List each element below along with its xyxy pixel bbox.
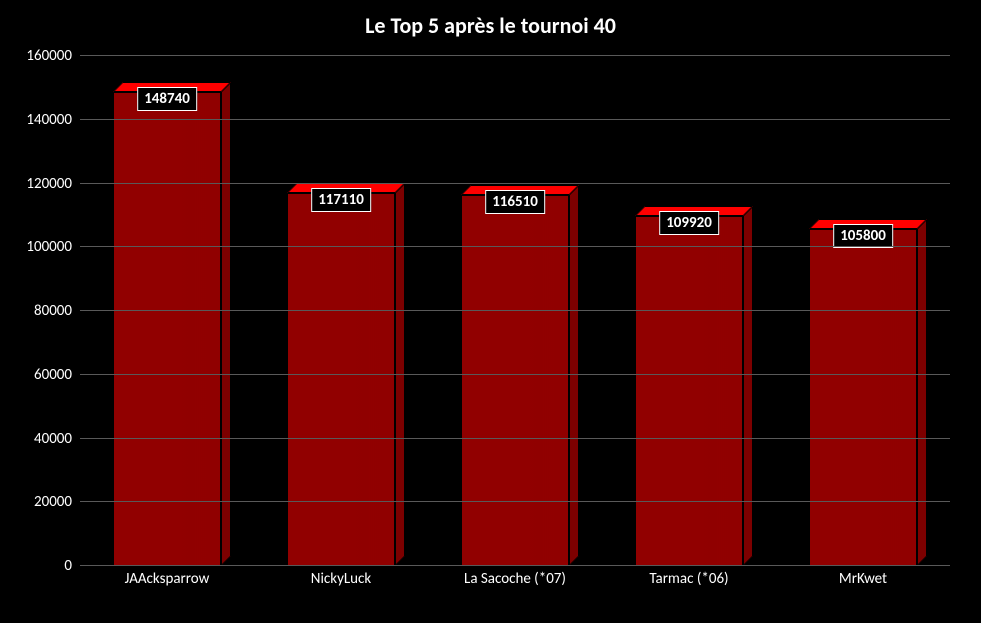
bar-front-face [809, 229, 917, 566]
x-tick-label: JAAcksparrow [80, 570, 254, 588]
gridline: 120000 [80, 183, 950, 184]
x-tick-label: MrKwet [776, 570, 950, 588]
bar: 117110 [287, 193, 395, 566]
gridline: 160000 [80, 55, 950, 56]
y-tick-label: 120000 [26, 175, 72, 193]
gridline: 140000 [80, 119, 950, 120]
bar-slot: 109920 [602, 56, 776, 566]
bar: 105800 [809, 229, 917, 566]
x-tick-label: Tarmac (*06) [602, 570, 776, 588]
data-label: 109920 [659, 211, 719, 235]
bar-front-face [461, 195, 569, 566]
bar-side-face [221, 82, 231, 566]
data-label: 148740 [137, 87, 197, 111]
gridline: 100000 [80, 246, 950, 247]
y-tick-label: 140000 [26, 111, 72, 129]
x-tick-label: NickyLuck [254, 570, 428, 588]
bar-slot: 105800 [776, 56, 950, 566]
bar-side-face [569, 185, 579, 566]
bar-side-face [743, 206, 753, 566]
plot-area: 148740 117110 116510 109920 105800 0 20000 400… [80, 56, 950, 566]
gridline: 0 [80, 565, 950, 566]
gridline: 20000 [80, 501, 950, 502]
bar-slot: 148740 [80, 56, 254, 566]
gridline: 40000 [80, 438, 950, 439]
bar-front-face [287, 193, 395, 566]
bar-slot: 116510 [428, 56, 602, 566]
bar-front-face [635, 216, 743, 566]
data-label: 116510 [485, 190, 545, 214]
data-label: 105800 [833, 224, 893, 248]
bar-slot: 117110 [254, 56, 428, 566]
bar-front-face [113, 92, 221, 566]
bar: 109920 [635, 216, 743, 566]
gridline: 60000 [80, 374, 950, 375]
x-tick-label: La Sacoche (*07) [428, 570, 602, 588]
data-label: 117110 [311, 188, 371, 212]
y-tick-label: 160000 [26, 47, 72, 65]
bar: 116510 [461, 195, 569, 566]
y-tick-label: 20000 [34, 493, 72, 511]
bar: 148740 [113, 92, 221, 566]
y-tick-label: 80000 [34, 302, 72, 320]
bar-chart: Le Top 5 après le tournoi 40 148740 11711… [0, 0, 981, 623]
chart-title: Le Top 5 après le tournoi 40 [0, 12, 981, 39]
y-tick-label: 60000 [34, 366, 72, 384]
gridline: 80000 [80, 310, 950, 311]
bars-row: 148740 117110 116510 109920 105800 [80, 56, 950, 566]
y-tick-label: 100000 [26, 238, 72, 256]
bar-side-face [917, 219, 927, 566]
y-tick-label: 0 [64, 557, 72, 575]
x-axis-labels: JAAcksparrowNickyLuckLa Sacoche (*07)Tar… [80, 570, 950, 588]
y-tick-label: 40000 [34, 430, 72, 448]
